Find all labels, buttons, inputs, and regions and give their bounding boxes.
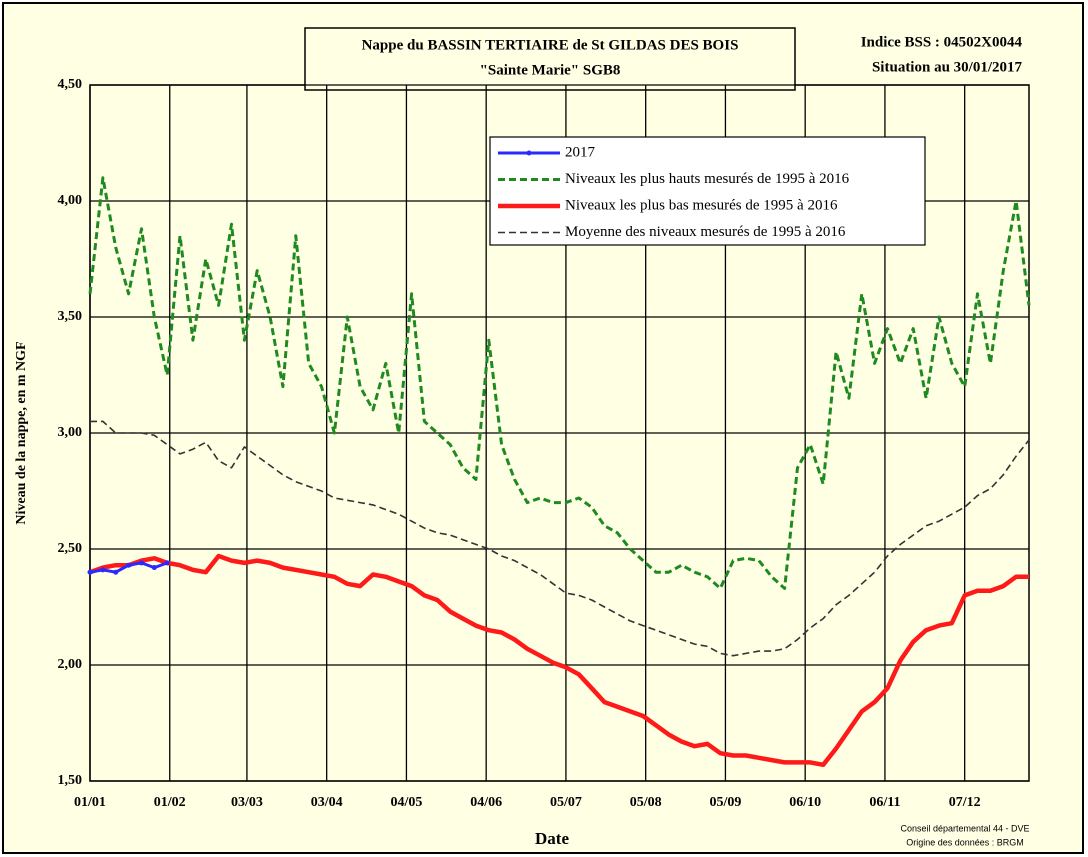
x-tick-label: 01/01 [74, 795, 106, 810]
x-tick-label: 05/08 [630, 795, 662, 810]
y-tick-label: 4,00 [58, 193, 83, 208]
series-line [88, 176, 1031, 590]
y-axis-label: Niveau de la nappe, en m NGF [14, 341, 29, 524]
x-tick-label: 04/06 [470, 795, 502, 810]
series-line [89, 553, 1029, 768]
x-tick-label: 05/07 [550, 795, 582, 810]
x-tick-label: 03/03 [231, 795, 263, 810]
source: Origine des données : BRGM [906, 837, 1024, 847]
legend-label: Niveaux les plus hauts mesurés de 1995 à… [565, 171, 850, 187]
legend: 2017 Niveaux les plus hauts mesurés de 19… [489, 136, 926, 246]
chart-title: Nappe du BASSIN TERTIAIRE de St GILDAS D… [362, 37, 739, 53]
x-tick-label: 04/05 [390, 795, 422, 810]
data-point [126, 562, 132, 568]
legend-marker [526, 150, 532, 156]
y-tick-label: 3,00 [58, 425, 83, 440]
lines [87, 176, 1031, 768]
x-tick-label: 06/11 [869, 795, 900, 810]
data-point [138, 560, 144, 566]
y-tick-label: 3,50 [58, 309, 83, 324]
chart-subtitle: "Sainte Marie" SGB8 [480, 62, 621, 78]
x-axis-label: Date [535, 829, 569, 848]
legend-label: Moyenne des niveaux mesurés de 1995 à 20… [565, 224, 846, 240]
x-tick-label: 05/09 [709, 795, 741, 810]
y-tick-label: 2,50 [58, 541, 83, 556]
x-tick-label: 01/02 [154, 795, 186, 810]
data-point [164, 560, 170, 566]
credit: Conseil départemental 44 - DVE [900, 823, 1029, 833]
legend-label: Niveaux les plus bas mesurés de 1995 à 2… [565, 197, 838, 213]
title-box [304, 27, 796, 91]
data-point [100, 567, 106, 573]
y-tick-label: 2,00 [58, 657, 83, 672]
y-tick-label: 1,50 [58, 773, 83, 788]
situation-date: Situation au 30/01/2017 [872, 59, 1023, 75]
x-tick-label: 07/12 [949, 795, 981, 810]
legend-box [489, 136, 926, 246]
x-tick-label: 03/04 [311, 795, 343, 810]
data-point [87, 569, 93, 575]
series-line [90, 420, 1030, 657]
legend-label: 2017 [565, 144, 596, 160]
bss-index: Indice BSS : 04502X0044 [861, 34, 1023, 50]
x-tick-label: 06/10 [789, 795, 821, 810]
data-point [151, 565, 157, 571]
y-tick-label: 4,50 [58, 77, 83, 92]
data-point [113, 569, 119, 575]
